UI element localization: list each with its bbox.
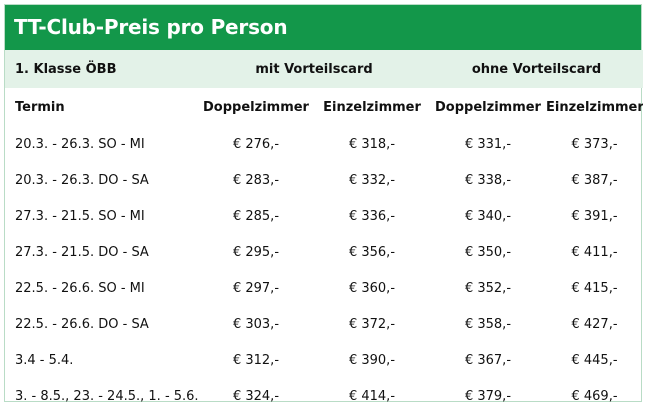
price-doppel-with-card: € 295,- [232,244,280,260]
table-row: 22.5. - 26.6. SO - MI € 297,- € 360,- € 352… [5,270,643,306]
column-header-row: Termin Doppelzimmer Einzelzimmer Doppelz… [5,88,643,126]
price-einzel-without-card: € 427,- [571,316,618,332]
price-einzel-with-card: € 356,- [348,244,396,260]
termin-cell: 27.3. - 21.5. SO - MI [15,208,145,224]
price-doppel-with-card: € 283,- [232,172,280,188]
price-doppel-without-card: € 338,- [464,172,512,188]
price-einzel-with-card: € 360,- [348,280,396,296]
price-einzel-with-card: € 414,- [348,388,396,404]
table-row: 22.5. - 26.6. DO - SA € 303,- € 372,- € 358… [5,306,643,342]
price-doppel-without-card: € 379,- [464,388,512,404]
price-einzel-with-card: € 332,- [348,172,396,188]
price-einzel-with-card: € 318,- [348,136,396,152]
price-einzel-without-card: € 415,- [571,280,618,296]
price-doppel-without-card: € 350,- [464,244,512,260]
price-doppel-with-card: € 297,- [232,280,280,296]
price-doppel-without-card: € 367,- [464,352,512,368]
table-title: TT-Club-Preis pro Person [5,5,641,50]
header-einzelzimmer-without-card: Einzelzimmer [546,99,644,115]
termin-cell: 3. - 8.5., 23. - 24.5., 1. - 5.6. [15,388,198,404]
price-einzel-with-card: € 336,- [348,208,396,224]
price-doppel-without-card: € 358,- [464,316,512,332]
header-doppelzimmer-without-card: Doppelzimmer [435,99,541,115]
table-row: 27.3. - 21.5. DO - SA € 295,- € 356,- € 350… [5,234,643,270]
price-doppel-without-card: € 340,- [464,208,512,224]
price-einzel-without-card: € 373,- [571,136,618,152]
termin-cell: 27.3. - 21.5. DO - SA [15,244,149,260]
table-row: 3. - 8.5., 23. - 24.5., 1. - 5.6. € 324,-… [5,378,643,414]
header-einzelzimmer-with-card: Einzelzimmer [323,99,421,115]
table-row: 20.3. - 26.3. DO - SA € 283,- € 332,- € 338… [5,162,643,198]
price-doppel-with-card: € 303,- [232,316,280,332]
price-doppel-with-card: € 312,- [232,352,280,368]
table-row: 27.3. - 21.5. SO - MI € 285,- € 336,- € 340… [5,198,643,234]
termin-cell: 22.5. - 26.6. SO - MI [15,280,145,296]
termin-cell: 22.5. - 26.6. DO - SA [15,316,149,332]
price-doppel-without-card: € 352,- [464,280,512,296]
group-header-row: 1. Klasse ÖBB mit Vorteilscard ohne Vort… [5,50,644,88]
price-table-card: TT-Club-Preis pro Person 1. Klasse ÖBB m… [4,4,644,404]
table-row: 20.3. - 26.3. SO - MI € 276,- € 318,- € 331… [5,126,643,162]
termin-cell: 3.4 - 5.4. [15,352,74,368]
table-row: 3.4 - 5.4. € 312,- € 390,- € 367,- € 445,- [5,342,643,378]
price-doppel-with-card: € 324,- [232,388,280,404]
price-einzel-without-card: € 445,- [571,352,618,368]
price-einzel-without-card: € 391,- [571,208,618,224]
header-doppelzimmer-with-card: Doppelzimmer [203,99,309,115]
price-einzel-without-card: € 387,- [571,172,618,188]
price-doppel-with-card: € 285,- [232,208,280,224]
price-einzel-with-card: € 372,- [348,316,396,332]
termin-cell: 20.3. - 26.3. DO - SA [15,172,149,188]
price-einzel-with-card: € 390,- [348,352,396,368]
price-table: 1. Klasse ÖBB mit Vorteilscard ohne Vort… [5,50,644,414]
without-card-label: ohne Vorteilscard [430,50,644,88]
price-doppel-without-card: € 331,- [464,136,512,152]
price-einzel-without-card: € 411,- [571,244,618,260]
price-doppel-with-card: € 276,- [232,136,280,152]
with-card-label: mit Vorteilscard [198,50,430,88]
class-label: 1. Klasse ÖBB [5,50,198,88]
header-termin: Termin [15,99,65,115]
price-einzel-without-card: € 469,- [571,388,618,404]
termin-cell: 20.3. - 26.3. SO - MI [15,136,145,152]
